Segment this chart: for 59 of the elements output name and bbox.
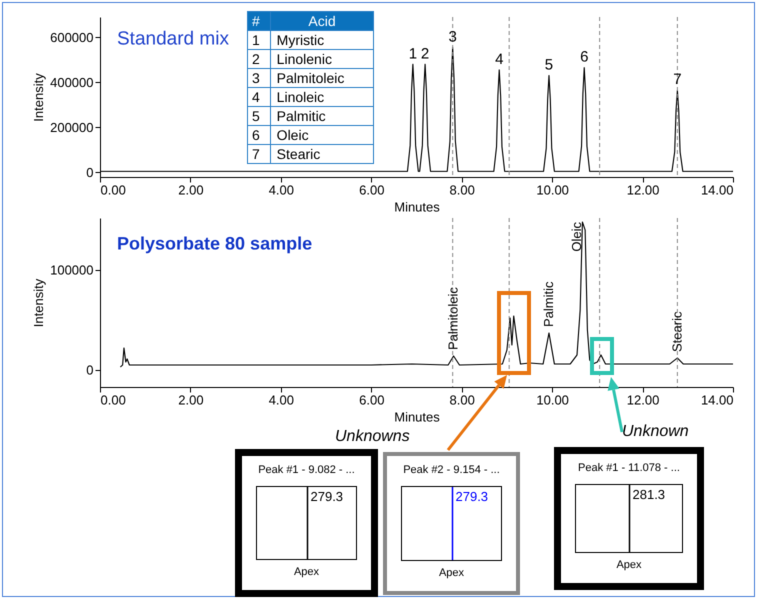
text: 279.3 [310, 489, 344, 504]
annotation: # [248, 12, 270, 30]
text: Apex [438, 567, 466, 579]
x-tick-label: 10.00 [536, 182, 569, 198]
annotation: Palmitoleic [446, 286, 461, 350]
x-tick-label: 12.00 [626, 392, 660, 408]
x-tick-label: 6.00 [359, 182, 384, 198]
annotation: 4 [495, 50, 504, 68]
x-tick-label: 4.00 [268, 392, 294, 408]
annotation: 1 Myristic [248, 30, 374, 50]
y-tick-label: 100000 [50, 262, 94, 278]
x-tick-label: 2.00 [178, 392, 204, 408]
annotation: 5 Palmitic [248, 106, 374, 126]
annotation: 1 [408, 45, 418, 62]
annotation: 3 [448, 28, 457, 46]
annotation: Oleic [568, 222, 584, 252]
annotation: 2 [420, 45, 430, 62]
text: Peak #1 - 11.078 - ... [577, 462, 681, 474]
x-tick-label: 6.00 [359, 392, 384, 408]
annotation: Acid [270, 12, 374, 30]
text: Unknowns [335, 428, 410, 446]
y-tick-label: 200000 [50, 120, 94, 135]
x-tick-label: 4.00 [268, 182, 294, 198]
x-tick-label: 12.00 [626, 182, 660, 198]
text: Peak #2 - 9.154 - ... [402, 464, 501, 476]
annotation: 2 Linolenic [248, 50, 374, 68]
annotation: 7 [673, 71, 682, 88]
annotation: 3 Palmitoleic [248, 68, 374, 88]
text: Apex [615, 559, 643, 571]
text: 281.3 [632, 487, 666, 502]
x-tick-label: 14.00 [700, 182, 734, 198]
y-tick-label: 0 [86, 362, 94, 378]
x-tick-label: 2.00 [178, 182, 204, 198]
text: 279.3 [456, 489, 488, 504]
y-axis-title: Intensity [31, 72, 46, 122]
annotation: Stearic [669, 311, 684, 352]
text: Peak #1 - 9.082 - ... [257, 464, 356, 476]
text: Standard mix [117, 28, 230, 50]
x-tick-label: 8.00 [450, 182, 475, 198]
annotation: 5 [544, 56, 554, 74]
text: Unknown [622, 423, 689, 441]
text: Apex [292, 566, 320, 578]
annotation: 6 Oleic [248, 126, 374, 144]
x-axis-title: Minutes [394, 200, 440, 214]
x-tick-label: 14.00 [700, 392, 734, 408]
y-tick-label: 400000 [50, 74, 94, 90]
y-tick-label: 600000 [50, 30, 94, 45]
x-axis-title: Minutes [394, 410, 440, 424]
x-tick-label: 10.00 [536, 392, 569, 408]
text: Polysorbate 80 sample [117, 234, 312, 254]
annotation: 6 [580, 48, 588, 66]
x-tick-label: 8.00 [450, 392, 475, 408]
x-tick-label: 0.00 [100, 392, 126, 408]
y-tick-label: 0 [86, 164, 94, 180]
x-tick-label: 0.00 [100, 182, 126, 198]
annotation: 4 Linoleic [248, 88, 374, 106]
annotation: 7 Stearic [248, 144, 374, 164]
annotation: Palmitic [540, 280, 556, 327]
y-axis-title: Intensity [31, 278, 46, 328]
